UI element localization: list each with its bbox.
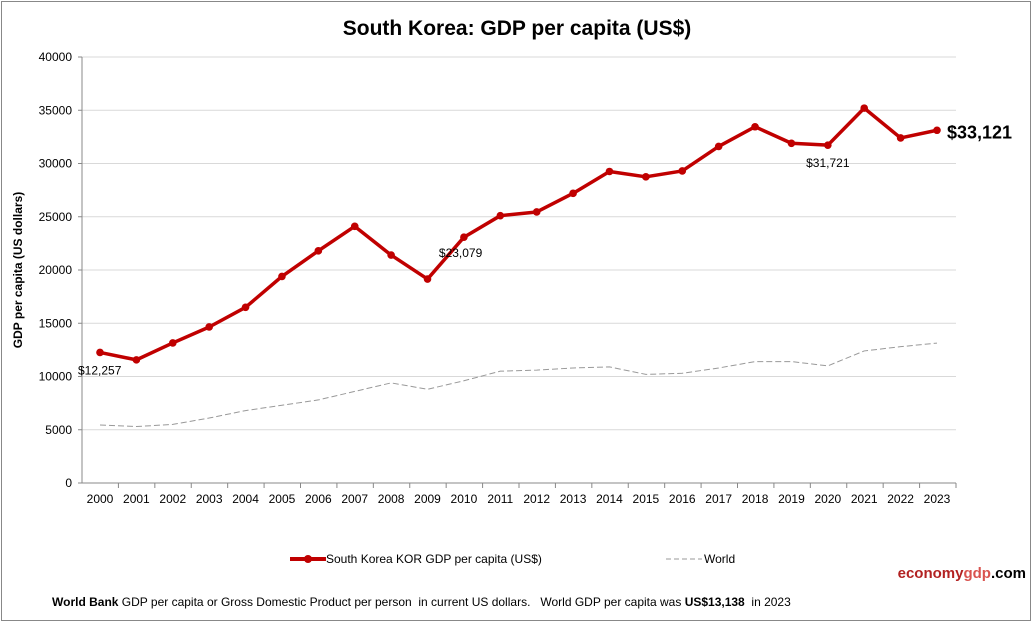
data-point-korea <box>423 275 432 283</box>
data-point-korea <box>350 222 359 231</box>
x-tick-label: 2009 <box>414 492 441 506</box>
data-point-korea <box>787 139 796 148</box>
data-label: $23,079 <box>439 246 483 260</box>
x-tick-label: 2008 <box>378 492 405 506</box>
footer-source: World Bank <box>52 595 119 609</box>
data-label: $12,257 <box>78 363 122 377</box>
data-point-korea <box>860 104 869 112</box>
x-tick-label: 2005 <box>269 492 296 506</box>
logo-part3: .com <box>990 565 1026 582</box>
logo-part2: gdp <box>963 565 991 582</box>
y-tick-label: 30000 <box>39 157 73 171</box>
logo-part1: economy <box>897 565 964 582</box>
footer-note: World Bank GDP per capita or Gross Domes… <box>52 595 791 609</box>
legend-world-label: World <box>704 552 736 566</box>
x-tick-label: 2001 <box>123 492 150 506</box>
data-point-korea <box>496 211 505 220</box>
legend-korea-label: South Korea KOR GDP per capita (US$) <box>326 552 542 566</box>
footer-text: GDP per capita or Gross Domestic Product… <box>118 595 685 609</box>
footer-year: in 2023 <box>744 595 791 609</box>
y-axis-label: GDP per capita (US dollars) <box>11 192 25 349</box>
data-point-korea <box>642 173 650 181</box>
x-tick-label: 2012 <box>523 492 550 506</box>
x-tick-label: 2014 <box>596 492 623 506</box>
x-tick-label: 2016 <box>669 492 696 506</box>
x-tick-label: 2003 <box>196 492 223 506</box>
data-point-korea <box>714 142 723 151</box>
x-tick-label: 2002 <box>159 492 186 506</box>
legend-world-swatch <box>666 558 702 560</box>
x-tick-label: 2010 <box>451 492 478 506</box>
data-point-korea <box>278 272 286 281</box>
series-line-korea <box>99 106 938 362</box>
data-point-korea <box>896 134 905 142</box>
logo: economygdp.com <box>898 565 1026 582</box>
x-tick-label: 2007 <box>341 492 368 506</box>
data-point-korea <box>96 348 104 357</box>
x-tick-label: 2022 <box>887 492 914 506</box>
x-tick-label: 2021 <box>851 492 878 506</box>
y-tick-label: 15000 <box>39 316 73 330</box>
y-tick-label: 20000 <box>39 263 73 277</box>
series-line-world <box>99 342 938 428</box>
x-tick-label: 2006 <box>305 492 332 506</box>
data-label: $33,121 <box>947 122 1012 142</box>
chart-title: South Korea: GDP per capita (US$) <box>343 17 692 40</box>
data-point-korea <box>605 167 614 176</box>
y-tick-label: 35000 <box>39 103 73 117</box>
y-tick-label: 25000 <box>39 210 73 224</box>
data-point-korea <box>460 233 468 242</box>
data-point-korea <box>205 323 213 331</box>
x-tick-label: 2018 <box>742 492 769 506</box>
x-tick-label: 2000 <box>87 492 114 506</box>
legend-korea-swatch <box>290 555 326 563</box>
x-tick-label: 2011 <box>487 492 513 506</box>
legend-item-korea: South Korea KOR GDP per capita (US$) <box>290 552 542 566</box>
data-label: $31,721 <box>806 156 850 170</box>
data-point-korea <box>678 167 687 175</box>
y-tick-label: 5000 <box>45 423 72 437</box>
data-point-korea <box>241 303 250 312</box>
x-tick-label: 2015 <box>633 492 660 506</box>
data-point-korea <box>132 356 141 364</box>
data-point-korea <box>314 247 323 255</box>
data-point-korea <box>933 126 941 135</box>
x-tick-label: 2013 <box>560 492 587 506</box>
y-tick-label: 0 <box>65 476 72 490</box>
footer-world-value: US$13,138 <box>684 595 745 609</box>
x-tick-label: 2020 <box>814 492 841 506</box>
y-tick-label: 40000 <box>39 50 73 64</box>
x-tick-label: 2004 <box>232 492 259 506</box>
x-tick-label: 2017 <box>705 492 732 506</box>
legend-item-world: World <box>666 552 735 566</box>
data-point-korea <box>751 122 759 131</box>
data-point-korea <box>569 189 577 198</box>
x-tick-label: 2019 <box>778 492 805 506</box>
data-point-korea <box>387 251 395 259</box>
data-point-korea <box>824 141 832 149</box>
y-tick-label: 10000 <box>39 370 73 384</box>
x-tick-label: 2023 <box>924 492 951 506</box>
data-point-korea <box>532 208 541 216</box>
data-point-korea <box>168 339 177 347</box>
